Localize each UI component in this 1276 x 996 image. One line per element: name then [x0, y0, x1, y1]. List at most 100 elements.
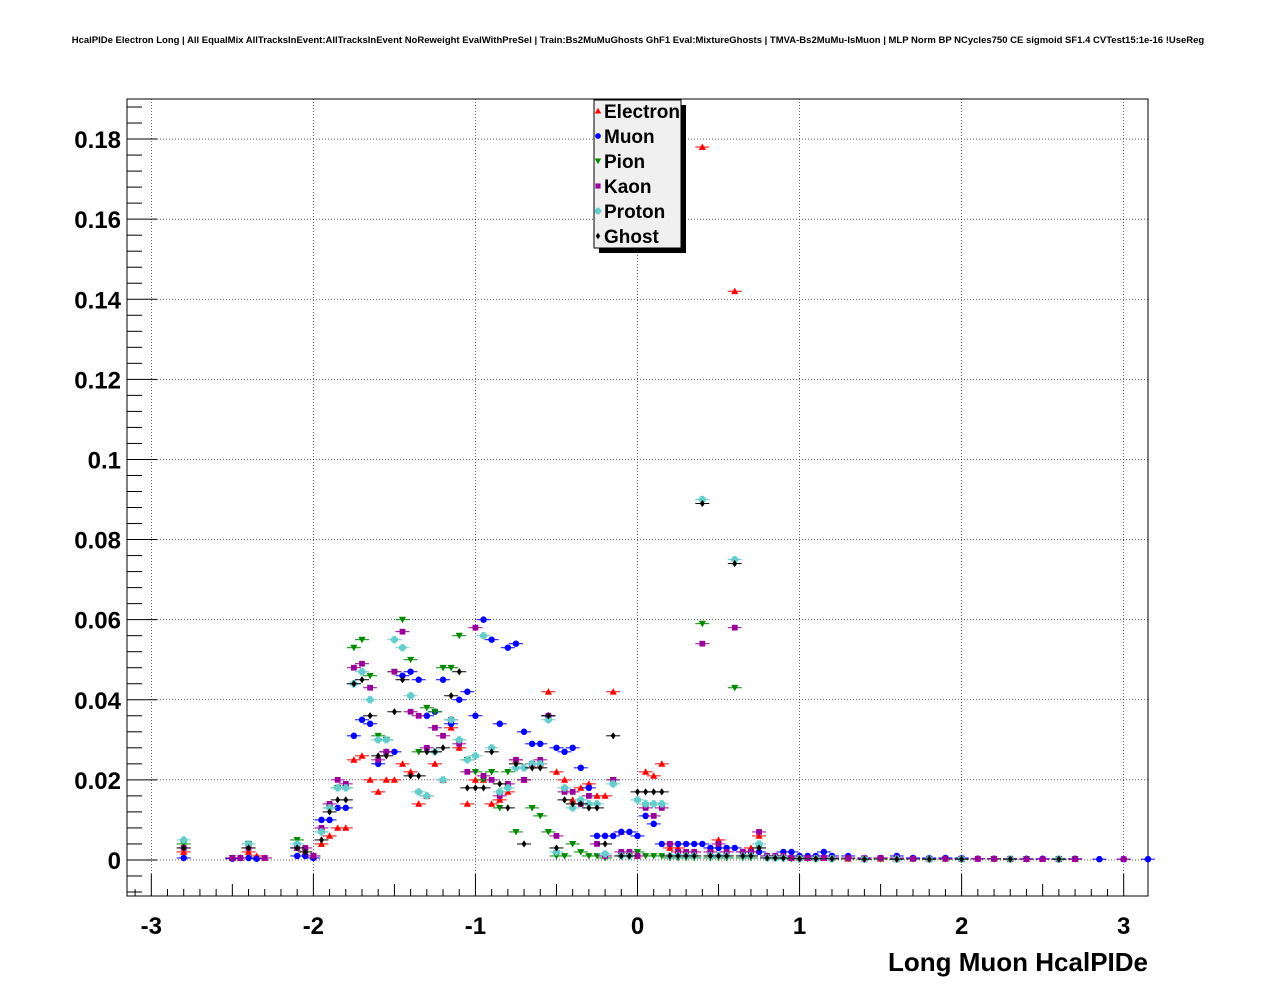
data-point [180, 836, 188, 844]
y-tick-label: 0.06 [74, 608, 121, 635]
legend-entries: Electron Muon Pion Kaon Proton Ghost [594, 102, 680, 248]
data-point [366, 776, 374, 783]
data-point [650, 772, 658, 779]
data-point [367, 684, 373, 691]
data-point [650, 813, 657, 819]
data-point [293, 852, 301, 860]
data-point [691, 849, 698, 855]
data-point [350, 756, 358, 763]
data-point [416, 772, 422, 780]
data-point [585, 800, 593, 808]
data-point [334, 804, 341, 812]
data-point [375, 752, 381, 760]
x-tick-label: 1 [793, 913, 806, 940]
series-ghost [176, 499, 1066, 863]
data-point [610, 732, 616, 740]
data-point [570, 800, 576, 808]
data-point [439, 664, 447, 672]
legend-entry: Muon [595, 127, 655, 148]
data-point [407, 768, 415, 775]
data-point [626, 828, 633, 836]
data-point [820, 855, 827, 861]
data-point [877, 855, 884, 861]
data-point [593, 853, 601, 860]
data-point [683, 849, 689, 855]
legend-entry: Kaon [595, 177, 652, 198]
data-point [739, 849, 746, 855]
data-point [253, 855, 260, 862]
legend-entry: Electron [594, 102, 680, 123]
data-point [383, 752, 389, 760]
data-point [423, 704, 431, 712]
data-point [618, 852, 624, 860]
data-point [788, 848, 795, 856]
data-point [666, 844, 674, 851]
data-point [423, 744, 430, 751]
data-point [431, 708, 439, 716]
data-point [512, 764, 520, 772]
data-point [325, 832, 334, 839]
data-point [496, 805, 504, 812]
x-tick-label: 0 [631, 913, 644, 940]
legend-marker [594, 158, 602, 165]
data-point [415, 676, 422, 683]
data-point [755, 848, 763, 856]
data-point [593, 800, 601, 808]
data-point [634, 853, 641, 859]
data-point [504, 784, 512, 792]
x-tick-label: 3 [1117, 913, 1130, 940]
data-point [731, 684, 739, 692]
data-point [756, 829, 762, 835]
data-point [667, 841, 673, 847]
data-point [560, 776, 569, 783]
data-point [383, 748, 390, 755]
data-point [755, 840, 763, 848]
data-markers [176, 143, 1155, 863]
data-point [318, 816, 325, 824]
data-point [1039, 856, 1046, 863]
data-point [496, 788, 504, 796]
data-point [472, 712, 479, 720]
data-point [512, 829, 520, 836]
data-point [415, 748, 423, 756]
y-tick-label: 0.16 [74, 207, 121, 234]
data-point [536, 813, 544, 820]
data-point [594, 804, 600, 812]
data-point [471, 768, 480, 776]
y-tick-label: 0 [108, 848, 121, 875]
data-point [1023, 856, 1030, 863]
data-point [691, 852, 697, 860]
data-point [366, 672, 374, 680]
data-point [740, 852, 746, 860]
data-point [351, 680, 357, 688]
data-point [755, 832, 763, 839]
data-point [480, 772, 487, 779]
data-point [472, 624, 479, 631]
x-tick-label: -3 [141, 913, 162, 940]
data-point [359, 660, 365, 667]
data-point [390, 636, 399, 644]
data-point [707, 849, 714, 855]
data-point [472, 784, 478, 792]
data-point [1144, 855, 1152, 863]
data-point [797, 855, 803, 863]
data-point [440, 732, 446, 739]
data-point [488, 800, 496, 807]
data-point [439, 776, 447, 784]
data-point [552, 768, 561, 775]
data-point [732, 559, 738, 568]
data-point [415, 788, 423, 796]
data-point [398, 644, 407, 652]
data-point [601, 792, 609, 799]
data-point [544, 688, 552, 695]
data-point [407, 692, 415, 700]
data-point [244, 840, 253, 848]
data-point [562, 796, 568, 804]
data-point [561, 788, 568, 795]
data-point [585, 853, 593, 860]
data-point [618, 849, 625, 855]
data-point [367, 712, 373, 720]
data-point [513, 756, 519, 763]
data-point [1096, 855, 1103, 863]
data-point [658, 805, 665, 811]
